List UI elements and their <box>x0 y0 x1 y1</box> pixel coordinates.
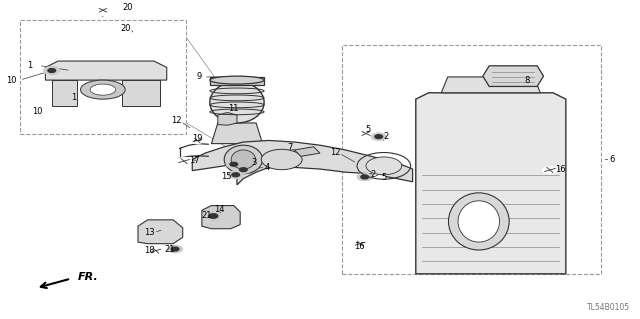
Text: 2: 2 <box>383 132 388 141</box>
Text: 15: 15 <box>221 172 232 181</box>
Polygon shape <box>192 140 413 185</box>
Text: 16: 16 <box>354 242 364 251</box>
Circle shape <box>205 212 221 220</box>
Polygon shape <box>442 77 540 93</box>
Text: 2: 2 <box>371 170 376 179</box>
Polygon shape <box>211 123 262 144</box>
Text: 8: 8 <box>524 76 530 85</box>
Circle shape <box>44 66 60 75</box>
Bar <box>342 45 601 274</box>
Circle shape <box>239 168 247 172</box>
Text: 9: 9 <box>196 72 202 81</box>
Circle shape <box>371 133 387 140</box>
Text: FR.: FR. <box>77 272 98 282</box>
Ellipse shape <box>231 150 255 169</box>
Polygon shape <box>45 61 167 80</box>
Text: 16: 16 <box>556 165 566 174</box>
Circle shape <box>191 137 204 144</box>
Ellipse shape <box>458 201 500 242</box>
Polygon shape <box>483 66 543 86</box>
Circle shape <box>542 166 557 174</box>
Text: 14: 14 <box>214 205 225 214</box>
Text: 5: 5 <box>365 125 371 135</box>
Ellipse shape <box>210 76 264 84</box>
Text: 10: 10 <box>6 76 17 85</box>
Circle shape <box>373 170 387 177</box>
Polygon shape <box>202 205 240 229</box>
Bar <box>20 20 186 134</box>
Polygon shape <box>52 80 77 106</box>
Text: 18: 18 <box>144 246 155 255</box>
Circle shape <box>149 247 163 254</box>
Circle shape <box>209 214 218 218</box>
Polygon shape <box>294 147 320 156</box>
Circle shape <box>232 173 239 177</box>
Text: 11: 11 <box>228 104 238 113</box>
Circle shape <box>48 69 56 72</box>
Text: 13: 13 <box>144 228 155 237</box>
Ellipse shape <box>449 193 509 250</box>
Text: 10: 10 <box>32 108 42 116</box>
Circle shape <box>357 173 372 181</box>
Ellipse shape <box>224 145 262 174</box>
Circle shape <box>361 175 369 179</box>
Polygon shape <box>138 220 182 244</box>
Text: 1: 1 <box>72 93 77 102</box>
Text: 21: 21 <box>201 211 212 220</box>
Circle shape <box>228 171 243 179</box>
Text: 5: 5 <box>382 173 387 182</box>
Text: 3: 3 <box>252 158 257 167</box>
Text: 6: 6 <box>610 155 615 164</box>
Text: 20: 20 <box>120 24 131 33</box>
Polygon shape <box>416 93 566 274</box>
Circle shape <box>176 157 191 165</box>
Circle shape <box>226 160 241 168</box>
Text: 1: 1 <box>27 61 32 70</box>
Ellipse shape <box>81 80 125 99</box>
Circle shape <box>261 149 302 170</box>
Text: 20: 20 <box>122 3 132 11</box>
Text: 12: 12 <box>330 148 340 157</box>
Text: 19: 19 <box>192 134 203 143</box>
Polygon shape <box>218 113 237 125</box>
Circle shape <box>172 247 179 251</box>
Circle shape <box>97 7 109 13</box>
Circle shape <box>375 135 383 138</box>
Text: 12: 12 <box>171 116 182 125</box>
Circle shape <box>366 157 402 175</box>
Circle shape <box>353 240 367 247</box>
Ellipse shape <box>90 84 116 95</box>
Polygon shape <box>210 77 264 85</box>
Text: 17: 17 <box>189 156 200 165</box>
Ellipse shape <box>210 82 264 123</box>
Text: 7: 7 <box>287 143 292 152</box>
Text: TL54B0105: TL54B0105 <box>587 303 630 312</box>
Polygon shape <box>122 80 161 106</box>
Circle shape <box>236 166 251 174</box>
Circle shape <box>230 162 237 166</box>
Text: 21: 21 <box>164 245 175 254</box>
Circle shape <box>168 245 182 253</box>
Text: 4: 4 <box>265 163 270 172</box>
Text: 8: 8 <box>525 76 530 85</box>
Circle shape <box>359 130 373 137</box>
